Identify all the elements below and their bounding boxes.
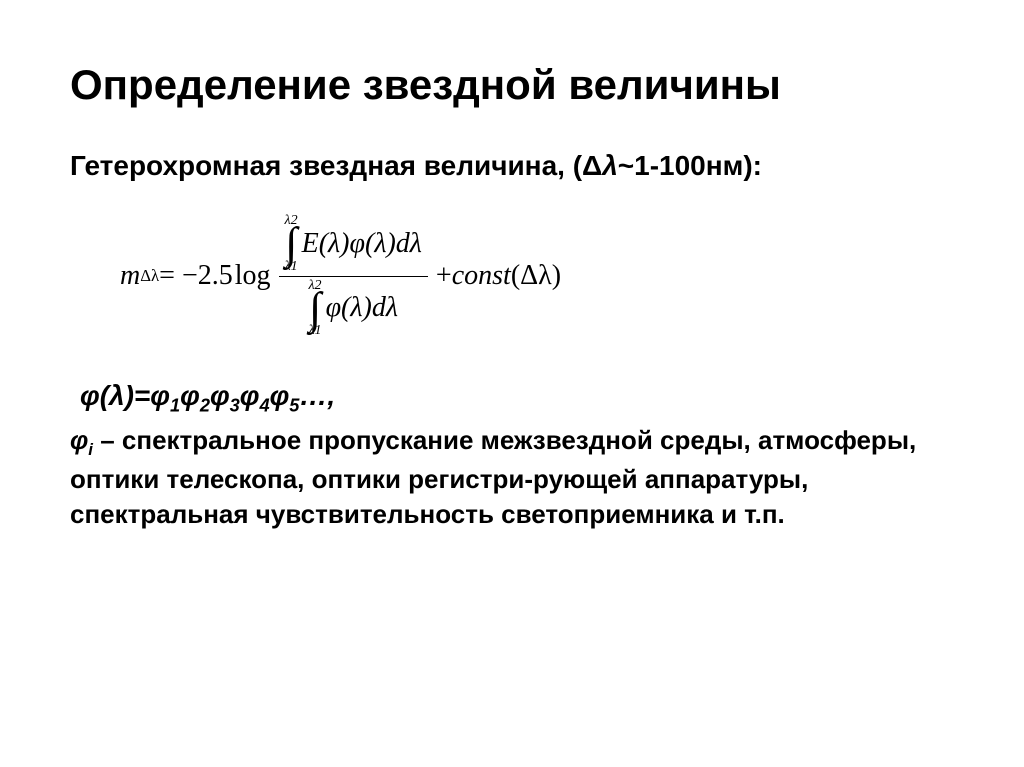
lhs-sub: Δλ xyxy=(140,266,159,286)
formula: mΔλ = −2.5log λ2 ∫ λ1 E(λ)φ(λ)dλ λ2 ∫ λ1… xyxy=(120,212,954,340)
subtitle-pre: Гетерохромная звездная величина, (Δ xyxy=(70,150,602,181)
numerator: λ2 ∫ λ1 E(λ)φ(λ)dλ xyxy=(279,212,428,275)
phi-s2: 2 xyxy=(200,396,210,416)
int-symbol-den: ∫ xyxy=(309,293,321,324)
integral-upper-num: λ2 ∫ λ1 xyxy=(285,214,298,273)
phi-s4: 4 xyxy=(259,396,269,416)
phi-p3: φ xyxy=(210,380,230,411)
body-paragraph: φi – спектральное пропускание межзвездно… xyxy=(70,423,954,532)
phi-s1: 1 xyxy=(170,396,180,416)
const: const xyxy=(452,260,511,292)
subtitle: Гетерохромная звездная величина, (Δλ~1-1… xyxy=(70,150,954,182)
denominator: λ2 ∫ λ1 φ(λ)dλ xyxy=(302,277,403,340)
num-body: E(λ)φ(λ)dλ xyxy=(302,228,422,260)
int-low-den: λ1 xyxy=(308,324,321,338)
subtitle-lambda: λ xyxy=(602,150,618,181)
phi-p5: φ xyxy=(270,380,290,411)
den-body: φ(λ)dλ xyxy=(326,292,398,324)
phi-pre: φ(λ)=φ xyxy=(80,380,170,411)
slide-title: Определение звездной величины xyxy=(70,60,954,110)
const-arg: (Δλ) xyxy=(511,260,561,292)
phi-product-line: φ(λ)=φ1φ2φ3φ4φ5…, xyxy=(80,380,954,417)
lhs-m: m xyxy=(120,260,140,292)
plus: + xyxy=(436,260,452,292)
phi-tail: …, xyxy=(299,380,335,411)
body-text: – спектральное пропускание межзвездной с… xyxy=(70,425,916,529)
fraction: λ2 ∫ λ1 E(λ)φ(λ)dλ λ2 ∫ λ1 φ(λ)dλ xyxy=(279,212,428,340)
phi-s3: 3 xyxy=(230,396,240,416)
eq-coeff: = −2.5 xyxy=(159,260,233,292)
phi-p2: φ xyxy=(180,380,200,411)
log: log xyxy=(235,260,271,292)
phi-s5: 5 xyxy=(289,396,299,416)
subtitle-post: ~1-100нм): xyxy=(618,150,762,181)
int-symbol-num: ∫ xyxy=(285,228,297,259)
body-phi: φ xyxy=(70,425,88,455)
phi-p4: φ xyxy=(240,380,260,411)
int-low-num: λ1 xyxy=(285,260,298,274)
integral-upper-den: λ2 ∫ λ1 xyxy=(308,279,321,338)
formula-lhs: mΔλ = −2.5log xyxy=(120,260,271,292)
